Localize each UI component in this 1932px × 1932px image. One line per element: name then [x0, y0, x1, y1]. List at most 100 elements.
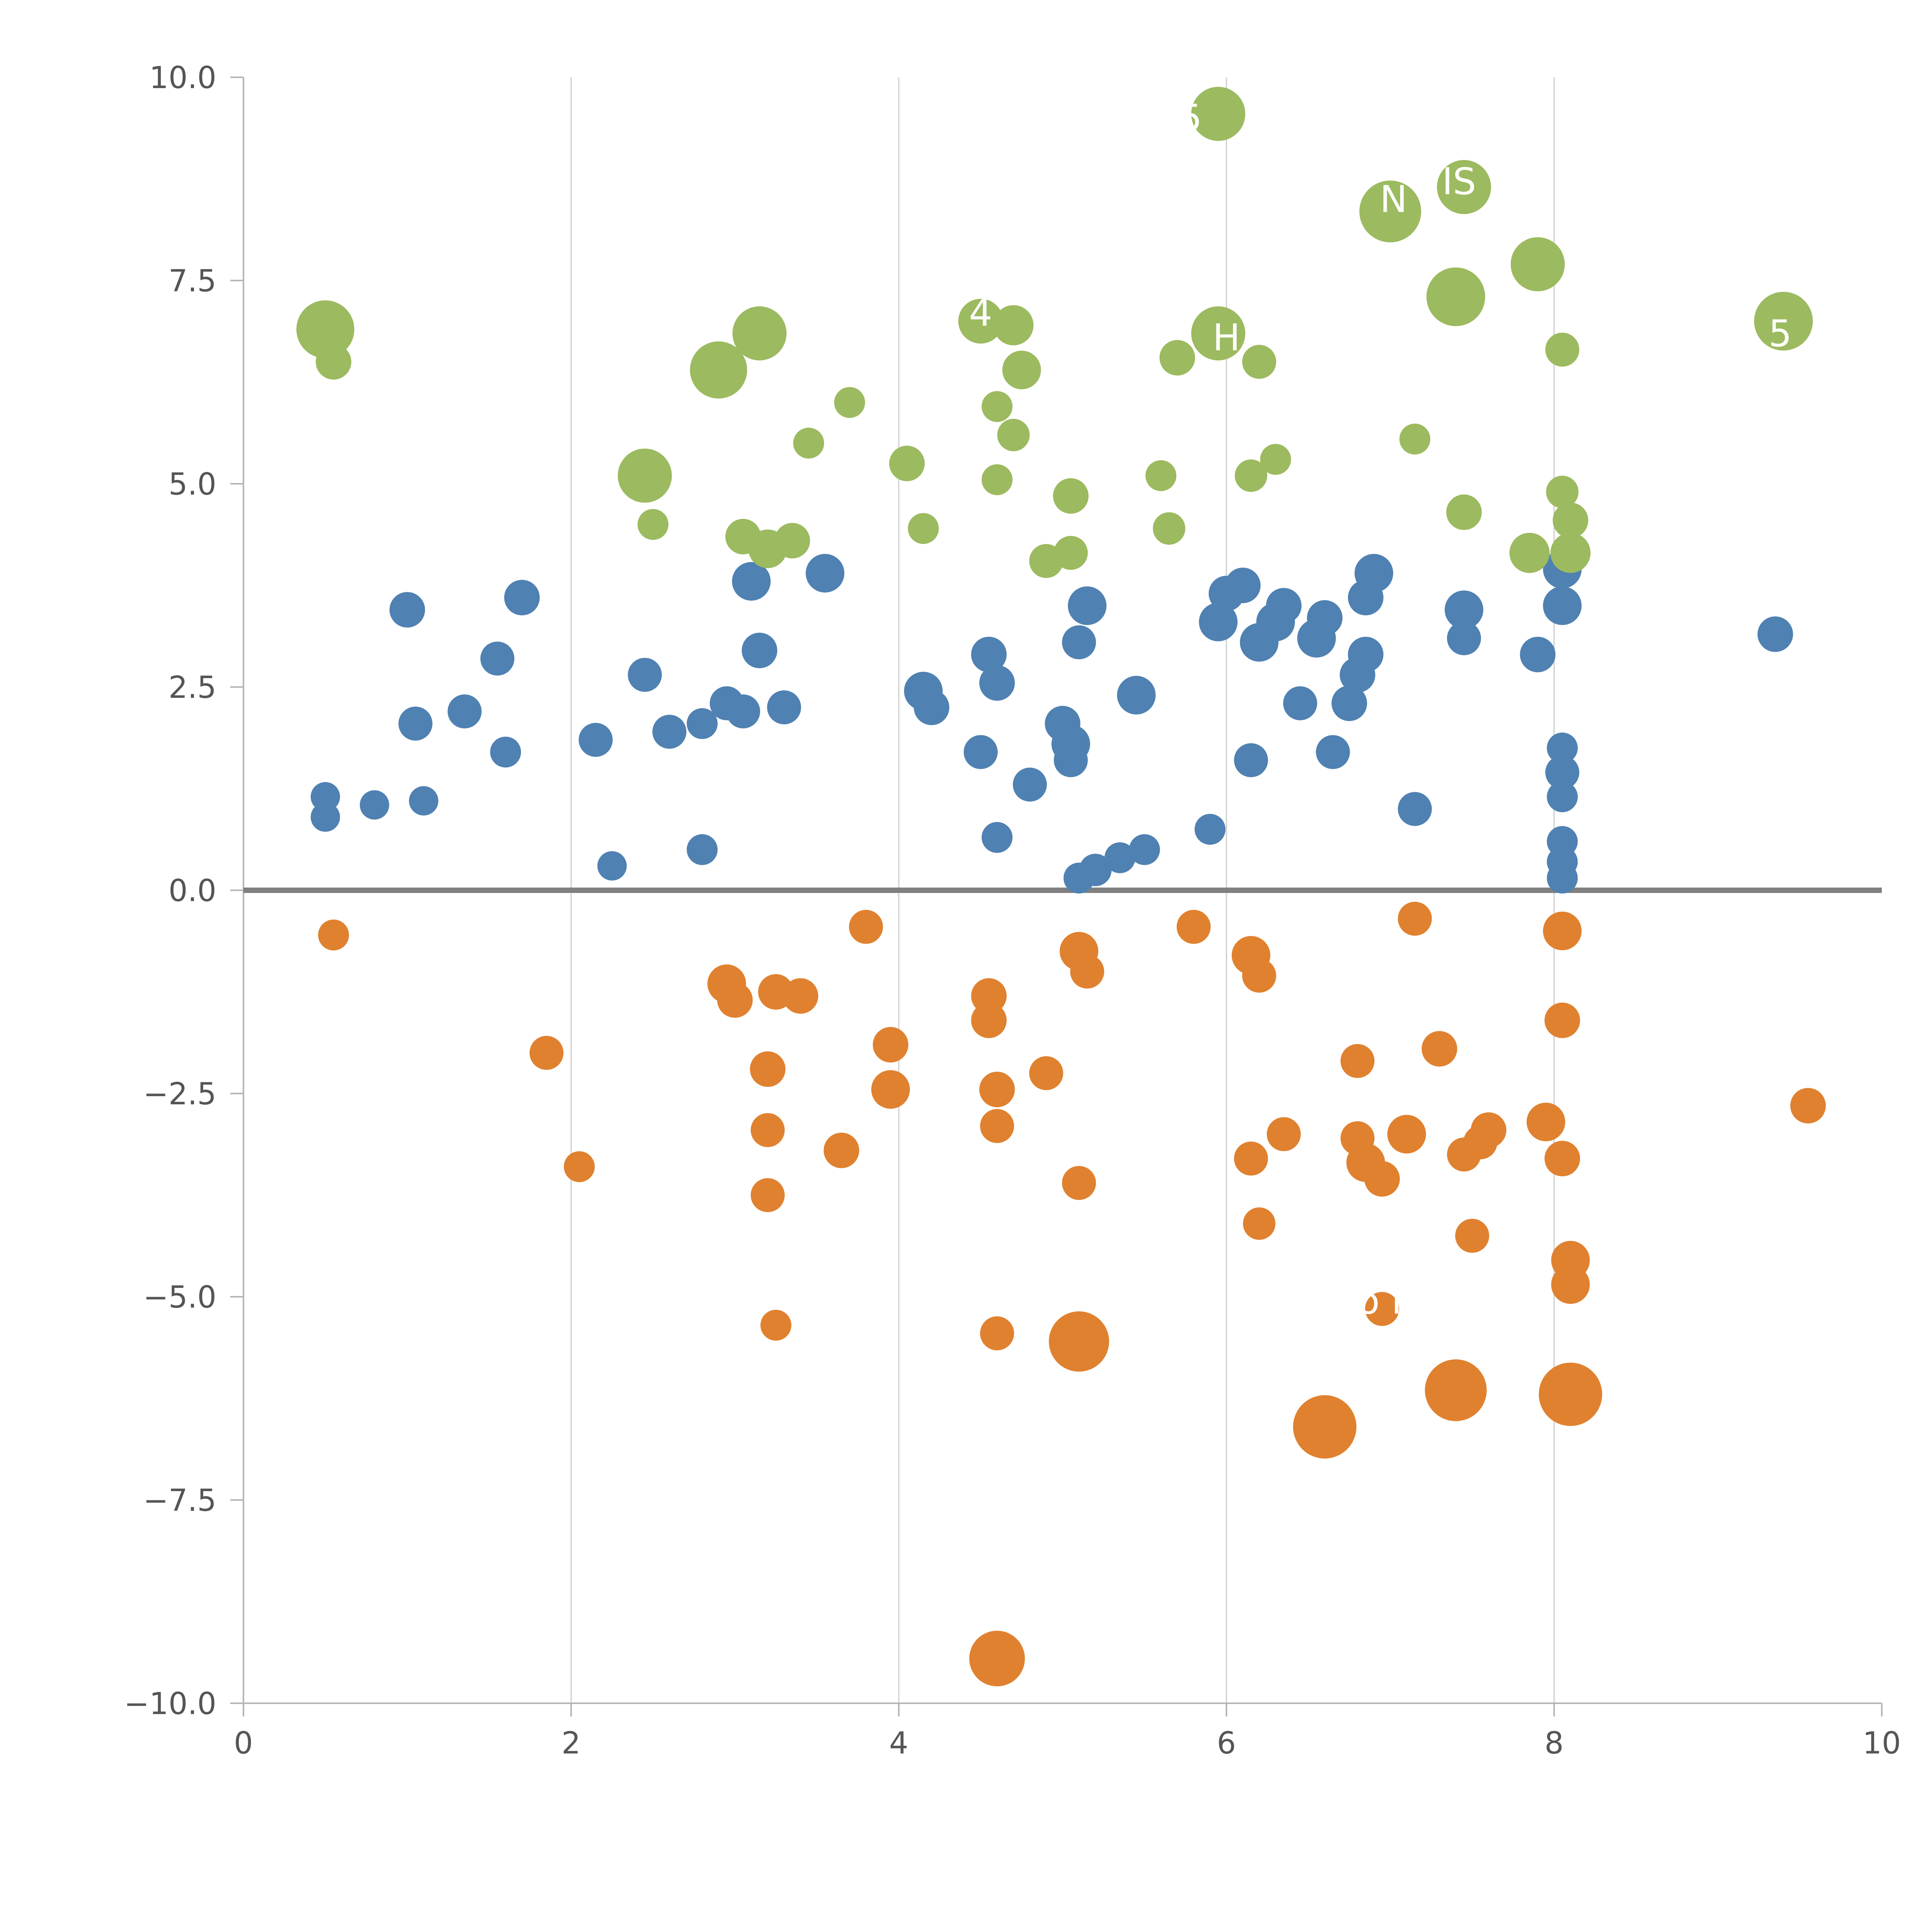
bubble-annotation: 5	[1769, 313, 1792, 355]
data-point-orange-cluster	[1425, 1359, 1487, 1421]
data-point-orange-cluster	[1551, 1265, 1590, 1304]
data-point-green-cluster	[732, 306, 787, 361]
bubble-annotation: 4	[969, 292, 992, 335]
data-point-orange-cluster	[1398, 901, 1432, 936]
data-point-green-cluster	[774, 523, 810, 559]
data-point-orange-cluster	[1029, 1056, 1063, 1090]
bubble-annotation: N	[1380, 179, 1407, 221]
data-point-green-cluster	[1399, 423, 1430, 455]
data-point-blue-cluster	[687, 708, 718, 739]
data-point-orange-cluster	[1293, 1395, 1357, 1459]
data-point-blue-cluster	[1316, 735, 1350, 769]
y-tick-label: 2.5	[168, 670, 216, 705]
x-tick-label: 10	[1862, 1726, 1901, 1761]
data-point-green-cluster	[981, 464, 1013, 495]
data-point-blue-cluster	[1348, 636, 1384, 672]
data-point-blue-cluster	[1266, 588, 1302, 624]
data-point-blue-cluster	[767, 690, 801, 724]
data-point-orange-cluster	[1234, 1141, 1268, 1176]
data-point-blue-cluster	[979, 665, 1015, 701]
data-point-blue-cluster	[732, 562, 771, 601]
data-point-blue-cluster	[1547, 732, 1578, 764]
data-point-orange-cluster	[1243, 1207, 1276, 1240]
y-tick-label: 0.0	[168, 874, 216, 908]
bubble-annotation: H	[1213, 316, 1240, 359]
data-point-green-cluster	[1054, 536, 1088, 570]
data-point-orange-cluster	[1790, 1088, 1826, 1124]
y-tick-label: 5.0	[168, 467, 216, 502]
data-point-blue-cluster	[1013, 767, 1047, 802]
data-point-orange-cluster	[1062, 1166, 1096, 1200]
data-point-blue-cluster	[398, 706, 433, 741]
data-point-orange-cluster	[760, 1310, 791, 1341]
data-point-blue-cluster	[913, 689, 949, 725]
data-point-blue-cluster	[964, 735, 998, 769]
data-point-blue-cluster	[1307, 600, 1343, 636]
data-point-green-cluster	[834, 387, 865, 418]
data-point-blue-cluster	[1234, 743, 1268, 777]
data-point-blue-cluster	[1199, 602, 1238, 641]
data-point-orange-cluster	[1364, 1161, 1400, 1197]
data-point-blue-cluster	[578, 723, 613, 757]
data-point-blue-cluster	[490, 736, 521, 768]
data-point-green-cluster	[1235, 459, 1267, 492]
data-point-orange-cluster	[1539, 1362, 1602, 1426]
data-point-green-cluster	[1359, 180, 1421, 243]
data-point-blue-cluster	[742, 633, 777, 668]
data-point-green-cluster	[993, 305, 1034, 345]
data-point-green-cluster	[997, 418, 1030, 451]
data-point-orange-cluster	[750, 1051, 786, 1087]
y-tick-label: −10.0	[124, 1687, 216, 1721]
data-point-orange-cluster	[969, 1631, 1025, 1687]
data-point-blue-cluster	[480, 641, 515, 676]
data-point-green-cluster	[1550, 532, 1591, 573]
data-point-blue-cluster	[409, 786, 439, 816]
data-point-blue-cluster	[311, 802, 340, 832]
data-point-blue-cluster	[1062, 625, 1096, 660]
data-point-green-cluster	[1437, 160, 1491, 214]
data-point-blue-cluster	[628, 658, 662, 692]
data-point-blue-cluster	[1543, 586, 1582, 625]
data-point-orange-cluster	[871, 1070, 910, 1109]
data-point-blue-cluster	[1225, 568, 1261, 603]
data-point-blue-cluster	[1354, 554, 1393, 593]
data-point-green-cluster	[638, 509, 668, 540]
data-point-green-cluster	[958, 299, 1003, 344]
data-point-orange-cluster	[823, 1133, 859, 1168]
data-point-blue-cluster	[447, 694, 482, 729]
data-point-green-cluster	[617, 448, 672, 503]
data-point-green-cluster	[1260, 444, 1291, 475]
data-point-orange-cluster	[529, 1036, 564, 1070]
data-point-blue-cluster	[652, 714, 687, 749]
data-point-orange-cluster	[979, 1071, 1015, 1107]
y-tick-label: −7.5	[143, 1483, 216, 1518]
data-point-green-cluster	[1754, 292, 1813, 351]
data-point-blue-cluster	[1398, 792, 1432, 826]
data-point-orange-cluster	[1340, 1044, 1375, 1078]
y-tick-label: 7.5	[168, 264, 216, 299]
data-point-blue-cluster	[1447, 621, 1481, 655]
data-point-green-cluster	[1546, 476, 1579, 509]
data-point-blue-cluster	[389, 592, 425, 628]
data-point-green-cluster	[1002, 350, 1041, 389]
data-point-green-cluster	[1053, 478, 1089, 514]
data-point-blue-cluster	[1332, 685, 1367, 721]
data-point-green-cluster	[1159, 340, 1195, 376]
data-point-orange-cluster	[1526, 1102, 1565, 1141]
data-point-blue-cluster	[981, 822, 1013, 853]
data-point-green-cluster	[690, 341, 747, 399]
data-point-green-cluster	[981, 391, 1013, 422]
data-point-green-cluster	[1509, 532, 1550, 573]
data-point-blue-cluster	[1757, 616, 1793, 652]
data-point-blue-cluster	[1547, 862, 1578, 894]
data-point-orange-cluster	[717, 982, 753, 1018]
data-point-blue-cluster	[806, 554, 845, 593]
data-point-orange-cluster	[1455, 1219, 1489, 1253]
y-tick-label: −5.0	[143, 1280, 216, 1315]
data-point-blue-cluster	[1104, 842, 1136, 873]
data-point-orange-cluster	[1365, 1292, 1399, 1326]
data-point-blue-cluster	[1068, 586, 1107, 625]
data-point-blue-cluster	[360, 790, 389, 820]
data-point-green-cluster	[1545, 332, 1580, 367]
